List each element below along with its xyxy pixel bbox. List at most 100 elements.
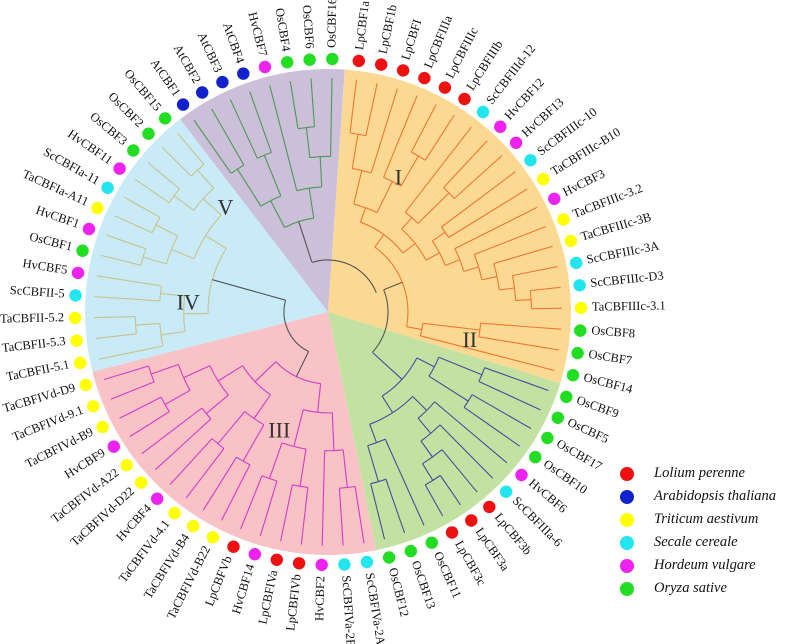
leaf-marker-lpcbf3b — [483, 500, 496, 514]
leaf-marker-lpcbfi — [396, 64, 410, 77]
leaf-label-oscbf6: OsCBF6 — [300, 4, 317, 49]
leaf-label-hvcbf5: HvCBF5 — [22, 256, 69, 277]
leaf-label-atcbf3: AtCBF3 — [195, 30, 225, 74]
clade-sector-ii — [328, 312, 561, 551]
leaf-marker-lpcbfivb — [292, 557, 306, 570]
leaf-marker-sccbfia-11 — [101, 181, 114, 194]
legend-label: Arabidopsis thaliana — [654, 488, 777, 504]
leaf-marker-hvcbf1 — [82, 222, 96, 236]
legend-label: Hordeum vulgare — [654, 557, 756, 573]
leaf-marker-oscbf6 — [303, 53, 316, 66]
leaf-label-lpcbfi: LpCBFI — [399, 18, 425, 62]
leaf-marker-hvcbf12 — [494, 120, 507, 133]
legend-marker-secale — [620, 536, 634, 550]
leaf-marker-oscbf11 — [425, 536, 438, 549]
leaf-marker-tacbfivd-9-1 — [87, 400, 100, 413]
leaf-marker-tacbfivd-d22 — [135, 476, 148, 489]
leaf-marker-sccbfiva-2b — [338, 558, 351, 571]
branches-clade-i — [349, 79, 563, 372]
clade-label-i: I — [395, 165, 402, 190]
legend-marker-lolium — [620, 467, 634, 481]
leaf-label-tacbfii-5-2: TaCBFII-5.2 — [0, 310, 64, 326]
clade-label-iv: IV — [177, 290, 200, 315]
leaf-label-sccbfiva-2b: ScCBFIVa-2B — [339, 575, 358, 644]
leaf-marker-sccbfii-5 — [69, 289, 82, 302]
leaf-marker-hvcbf13 — [509, 136, 523, 149]
leaf-label-tacbfii-5-3: TaCBFII-5.3 — [1, 334, 66, 355]
leaf-label-lpcbf1b: LpCBF1b — [376, 3, 400, 55]
legend-marker-triticum — [620, 513, 634, 527]
leaf-label-sccbfiva-2a: ScCBFIVa-2A — [363, 572, 388, 644]
legend-item-triticum-aestivum: Triticum aestivum — [610, 508, 800, 531]
leaf-marker-tacbfii-5-2 — [68, 311, 82, 325]
branches-clade-iii — [103, 361, 365, 546]
clade-label-iii: III — [268, 418, 290, 443]
leaf-marker-oscbf7 — [571, 346, 584, 360]
leaf-marker-tacbfivd-d9 — [79, 378, 92, 392]
legend-item-hordeum-vulgare: Hordeum vulgare — [610, 554, 800, 577]
leaf-label-lpcbfiva: LpCBFIVa — [256, 568, 281, 625]
leaf-marker-lpcbfiiib — [458, 92, 471, 106]
leaf-marker-tacbfiiic-b10 — [537, 172, 550, 186]
leaf-label-lpcbfvb: LpCBFVb — [202, 554, 235, 608]
legend-label: Lolium perenne — [654, 465, 745, 481]
leaf-label-oscbf13: OsCBF13 — [409, 559, 439, 611]
leaf-marker-sccbfiva-2a — [360, 555, 374, 569]
branches-clade-ii — [367, 356, 549, 540]
clade-sector-iii — [92, 312, 377, 556]
leaf-label-oscbf5: OsCBF5 — [565, 415, 611, 446]
branches-clade-iv — [94, 132, 227, 360]
leaf-marker-lpcbf3c — [445, 526, 459, 539]
legend-item-secale-cereale: Secale cereale — [610, 531, 800, 554]
leaf-label-sccbfiiic-3a: ScCBFIIIc-3A — [585, 239, 660, 267]
leaf-marker-oscbf1 — [76, 244, 89, 257]
leaf-marker-oscbf12 — [382, 551, 396, 564]
leaf-label-hvcbf3: HvCBF3 — [560, 166, 607, 199]
leaf-marker-lpcbfiiic — [438, 81, 452, 94]
legend-label: Oryza sative — [654, 580, 727, 596]
leaf-marker-tacbfiiic-3-2 — [557, 213, 570, 226]
leaf-marker-hvcbf4 — [151, 492, 164, 505]
leaf-marker-sccbfiiid-12 — [476, 105, 490, 119]
species-legend: Lolium perenne Arabidopsis thaliana Tritic… — [610, 462, 800, 600]
leaf-marker-oscbf2 — [142, 127, 155, 140]
leaf-marker-oscbf8 — [574, 324, 587, 337]
leaf-marker-lpcbf1b — [375, 58, 388, 71]
leaf-marker-sccbfiiic-10 — [524, 154, 537, 167]
branches-clade-v — [193, 77, 333, 228]
leaf-marker-oscbf9 — [560, 390, 573, 404]
leaf-marker-hvcbf3 — [548, 192, 561, 205]
leaf-marker-tacbfii-5-1 — [74, 356, 87, 370]
leaf-label-oscbf12: OsCBF12 — [386, 566, 412, 618]
leaf-label-hvcbf1: HvCBF1 — [34, 203, 81, 231]
leaf-label-lpcbf1a: LpCBF1a — [352, 0, 372, 51]
leaf-label-tacbfii-5-1: TaCBFII-5.1 — [5, 357, 71, 384]
leaf-marker-tacbfia-a11 — [91, 201, 104, 215]
legend-label: Secale cereale — [654, 534, 738, 550]
leaf-marker-lpcbf3a — [465, 514, 478, 527]
leaf-marker-hvcbf9 — [107, 440, 121, 453]
leaf-label-oscbf4: OsCBF4 — [273, 7, 294, 53]
leaf-marker-oscbf15 — [158, 112, 172, 125]
leaf-marker-oscbf13 — [404, 544, 417, 558]
leaf-marker-atcbf2 — [196, 86, 209, 99]
leaf-marker-hvcbf7 — [258, 60, 272, 74]
leaf-marker-hvcbf6 — [515, 468, 528, 482]
clade-sector-v — [180, 69, 345, 312]
leaf-marker-oscbf3 — [127, 144, 140, 157]
leaf-marker-oscbf17 — [541, 431, 554, 445]
legend-item-oryza-sative: Oryza sative — [610, 577, 800, 600]
leaf-marker-lpcbfiva — [270, 553, 283, 566]
leaf-marker-hvcbf2 — [315, 558, 328, 572]
leaf-label-sccbfii-5: ScCBFII-5 — [9, 283, 65, 301]
leaf-marker-oscbf16 — [326, 52, 339, 66]
leaf-markers — [68, 52, 588, 572]
leaf-label-oscbf16: OsCBF16 — [324, 0, 339, 48]
leaf-marker-hvcbf5 — [71, 266, 85, 280]
leaf-marker-oscbf10 — [529, 450, 542, 464]
leaf-label-hvcbf7: HvCBF7 — [245, 11, 270, 58]
leaf-marker-atcbf4 — [237, 67, 250, 80]
leaf-label-hvcbf2: HvCBF2 — [312, 576, 327, 621]
legend-item-lolium-perenne: Lolium perenne — [610, 462, 800, 485]
legend-label: Triticum aestivum — [654, 511, 759, 527]
